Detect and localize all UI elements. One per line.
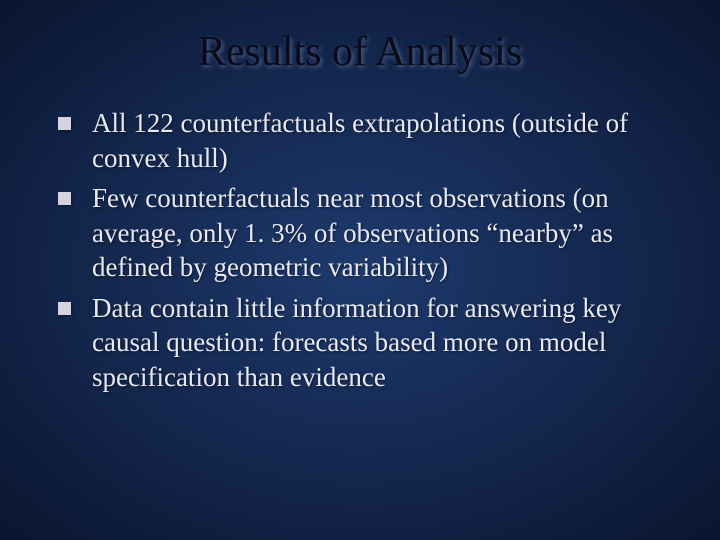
slide-container: Results of Analysis All 122 counterfactu… [0, 0, 720, 540]
bullet-item: All 122 counterfactuals extrapolations (… [50, 106, 670, 175]
slide-title: Results of Analysis [50, 28, 670, 76]
bullet-list: All 122 counterfactuals extrapolations (… [50, 106, 670, 394]
bullet-item: Few counterfactuals near most observatio… [50, 181, 670, 285]
bullet-item: Data contain little information for answ… [50, 291, 670, 395]
